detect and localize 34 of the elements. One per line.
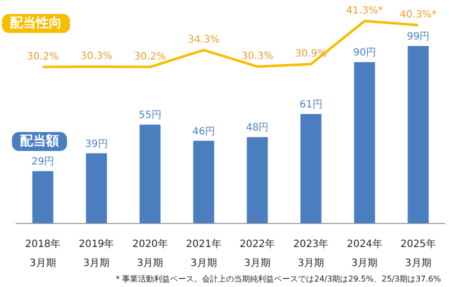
data-label: 41.3%* — [346, 6, 383, 16]
bar — [354, 62, 376, 223]
data-label: 30.2% — [134, 52, 166, 62]
data-label: 90円 — [353, 48, 376, 59]
x-tick-label: 2023年 3月期 — [293, 238, 329, 269]
data-label: 30.2% — [26, 52, 59, 62]
data-label: 61円 — [300, 99, 322, 110]
data-label: 34.3% — [188, 34, 220, 46]
bar — [300, 114, 322, 223]
x-tick-label: 2025年 3月期 — [400, 238, 436, 269]
x-tick-label: 2019年 3月期 — [78, 238, 114, 269]
data-label: 48円 — [246, 122, 269, 134]
x-tick-label: 2020年 3月期 — [132, 238, 168, 269]
bar — [86, 153, 107, 223]
data-label: 40.3%* — [400, 10, 437, 21]
text: * 事業活動利益ベース。会計上の当期純利益ベースでは24/3期は29.5%、25/3期は37.6% — [116, 274, 442, 284]
data-label: 46円 — [192, 126, 216, 138]
series-label: 配当額 — [20, 133, 59, 149]
data-label: 55円 — [138, 110, 162, 122]
x-tick-label: 2018年 3月期 — [25, 238, 61, 269]
x-tick-label: 2024年 3月期 — [346, 238, 382, 269]
text: 配当性向 — [10, 16, 62, 31]
bar — [408, 46, 429, 223]
bar — [140, 124, 161, 223]
x-tick-label: 2021年 3月期 — [186, 238, 222, 269]
x-tick-label: 2022年 3月期 — [240, 238, 276, 269]
data-label: 99円 — [406, 32, 430, 42]
bar — [246, 137, 268, 223]
data-label: 29円 — [31, 156, 54, 168]
data-label: 30.3% — [241, 51, 274, 62]
bar — [193, 140, 214, 223]
data-label: 39円 — [85, 138, 108, 150]
bar — [32, 171, 54, 223]
data-label: 30.3% — [80, 51, 112, 62]
